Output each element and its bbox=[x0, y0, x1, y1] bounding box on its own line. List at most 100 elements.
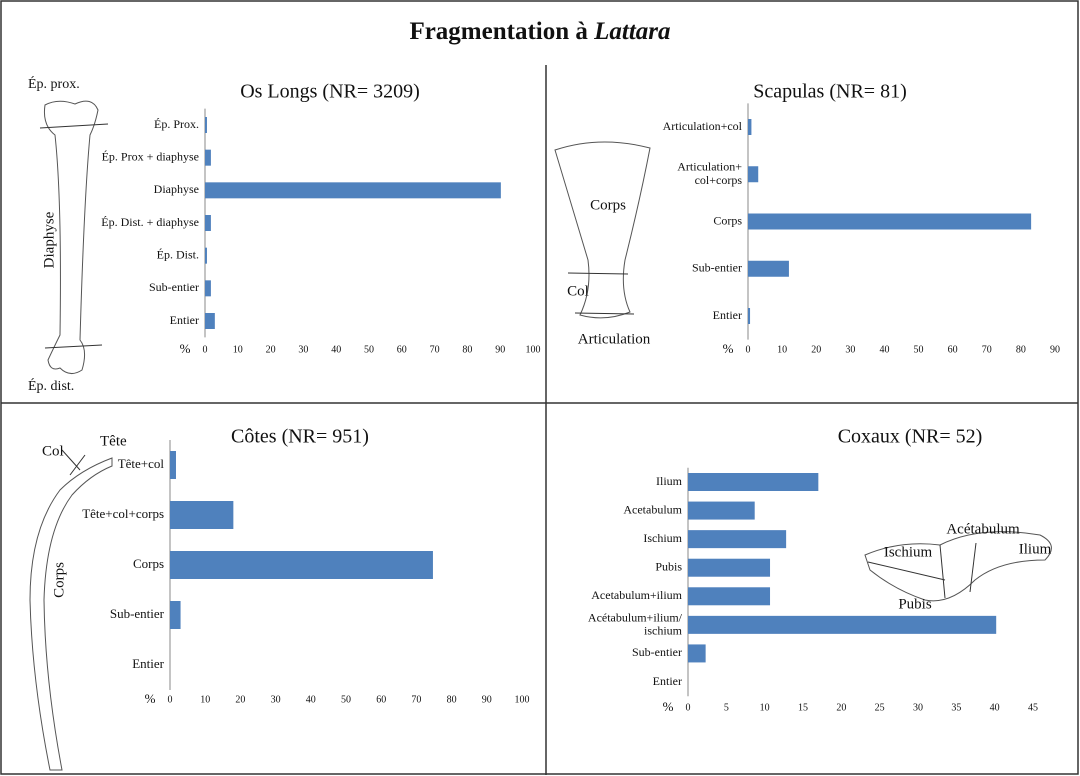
bar bbox=[688, 473, 819, 491]
sketch-label: Tête bbox=[100, 433, 127, 449]
chart-title: Coxaux (NR= 52) bbox=[838, 426, 983, 448]
x-tick-label: 10 bbox=[777, 344, 787, 355]
sketch-label: Ép. dist. bbox=[28, 377, 74, 394]
bar bbox=[170, 451, 176, 479]
scapula-sketch bbox=[554, 141, 651, 319]
x-tick-label: 80 bbox=[1016, 344, 1026, 355]
bar bbox=[205, 280, 211, 297]
sketch-label: Ischium bbox=[884, 544, 933, 560]
x-tick-label: 60 bbox=[376, 694, 386, 705]
x-tick-label: 20 bbox=[836, 702, 846, 713]
category-label: Corps bbox=[713, 213, 742, 227]
x-tick-label: 50 bbox=[914, 344, 924, 355]
category-label: Sub-entier bbox=[149, 280, 199, 294]
category-label: Pubis bbox=[655, 559, 682, 573]
x-tick-label: 0 bbox=[746, 344, 751, 355]
x-tick-label: 30 bbox=[913, 702, 923, 713]
bar bbox=[205, 117, 207, 133]
title-emphasis: Lattara bbox=[593, 18, 670, 45]
sketch-label: Articulation bbox=[578, 331, 651, 347]
x-tick-label: 10 bbox=[760, 702, 770, 713]
bar bbox=[748, 213, 1032, 230]
x-tick-label: 70 bbox=[430, 344, 440, 355]
category-label: Tête+col bbox=[118, 456, 165, 471]
bar bbox=[205, 149, 211, 166]
bar bbox=[170, 601, 181, 629]
x-tick-label: 25 bbox=[875, 702, 885, 713]
x-tick-label: 0 bbox=[686, 702, 691, 713]
x-tick-label: 10 bbox=[200, 694, 210, 705]
sketch-label: Diaphyse bbox=[41, 211, 57, 268]
x-tick-label: 100 bbox=[515, 694, 530, 705]
bar bbox=[688, 558, 771, 577]
bar bbox=[688, 587, 771, 606]
x-tick-label: 80 bbox=[462, 344, 472, 355]
category-label: Acétabulum+ilium/ischium bbox=[588, 610, 683, 637]
bar bbox=[748, 166, 759, 183]
x-tick-label: 45 bbox=[1028, 702, 1038, 713]
category-label: Sub-entier bbox=[692, 261, 742, 275]
title-text: Fragmentation à bbox=[409, 18, 588, 45]
bar bbox=[748, 308, 751, 324]
sketch-label: Acétabulum bbox=[946, 521, 1020, 537]
sketch-label: Pubis bbox=[898, 596, 932, 612]
category-label: Acetabulum bbox=[623, 502, 682, 516]
x-tick-label: 80 bbox=[447, 694, 457, 705]
x-tick-label: 30 bbox=[298, 344, 308, 355]
x-tick-label: 10 bbox=[233, 344, 243, 355]
bar bbox=[170, 551, 433, 579]
sketch-label: Col bbox=[567, 283, 589, 299]
bar bbox=[170, 501, 234, 529]
category-label: Ép. Prox + diaphyse bbox=[102, 149, 199, 163]
category-label: Entier bbox=[713, 308, 742, 322]
sketch-label: Corps bbox=[51, 562, 67, 598]
x-axis-label: % bbox=[145, 691, 156, 706]
category-label: Diaphyse bbox=[154, 182, 199, 196]
bar bbox=[688, 615, 997, 634]
category-label: Ilium bbox=[656, 474, 683, 488]
x-tick-label: 20 bbox=[235, 694, 245, 705]
x-tick-label: 15 bbox=[798, 702, 808, 713]
figure-title: Fragmentation à Lattara bbox=[409, 18, 670, 45]
coxal-sketch bbox=[864, 531, 1052, 602]
category-label: Articulation+col bbox=[663, 119, 743, 133]
bar bbox=[748, 119, 752, 135]
x-tick-label: 20 bbox=[266, 344, 276, 355]
category-label: Corps bbox=[133, 556, 164, 571]
x-tick-label: 40 bbox=[990, 702, 1000, 713]
category-label: Sub-entier bbox=[110, 606, 165, 621]
bar bbox=[205, 313, 215, 329]
sketch-label: Ép. prox. bbox=[28, 75, 80, 92]
x-tick-label: 60 bbox=[948, 344, 958, 355]
x-tick-label: 50 bbox=[364, 344, 374, 355]
category-label: Entier bbox=[132, 656, 164, 671]
x-tick-label: 90 bbox=[1050, 344, 1060, 355]
x-tick-label: 70 bbox=[411, 694, 421, 705]
x-tick-label: 40 bbox=[306, 694, 316, 705]
sketch-label: Col bbox=[42, 443, 64, 459]
category-label: Ép. Prox. bbox=[154, 117, 199, 131]
x-tick-label: 50 bbox=[341, 694, 351, 705]
chart-title: Os Longs (NR= 3209) bbox=[240, 81, 420, 103]
category-label: Ép. Dist. + diaphyse bbox=[101, 215, 199, 229]
x-tick-label: 30 bbox=[845, 344, 855, 355]
x-tick-label: 70 bbox=[982, 344, 992, 355]
x-tick-label: 0 bbox=[203, 344, 208, 355]
category-label: Ischium bbox=[643, 531, 682, 545]
x-tick-label: 90 bbox=[482, 694, 492, 705]
x-tick-label: 90 bbox=[495, 344, 505, 355]
x-tick-label: 40 bbox=[331, 344, 341, 355]
category-label: Entier bbox=[653, 674, 682, 688]
bar bbox=[688, 644, 706, 663]
x-tick-label: 60 bbox=[397, 344, 407, 355]
x-tick-label: 5 bbox=[724, 702, 729, 713]
x-tick-label: 20 bbox=[811, 344, 821, 355]
x-tick-label: 30 bbox=[271, 694, 281, 705]
sketch-label: Corps bbox=[590, 197, 626, 213]
sketch-label: Ilium bbox=[1019, 541, 1052, 557]
x-tick-label: 35 bbox=[951, 702, 961, 713]
category-label: Tête+col+corps bbox=[82, 506, 164, 521]
rib-sketch bbox=[29, 449, 113, 771]
